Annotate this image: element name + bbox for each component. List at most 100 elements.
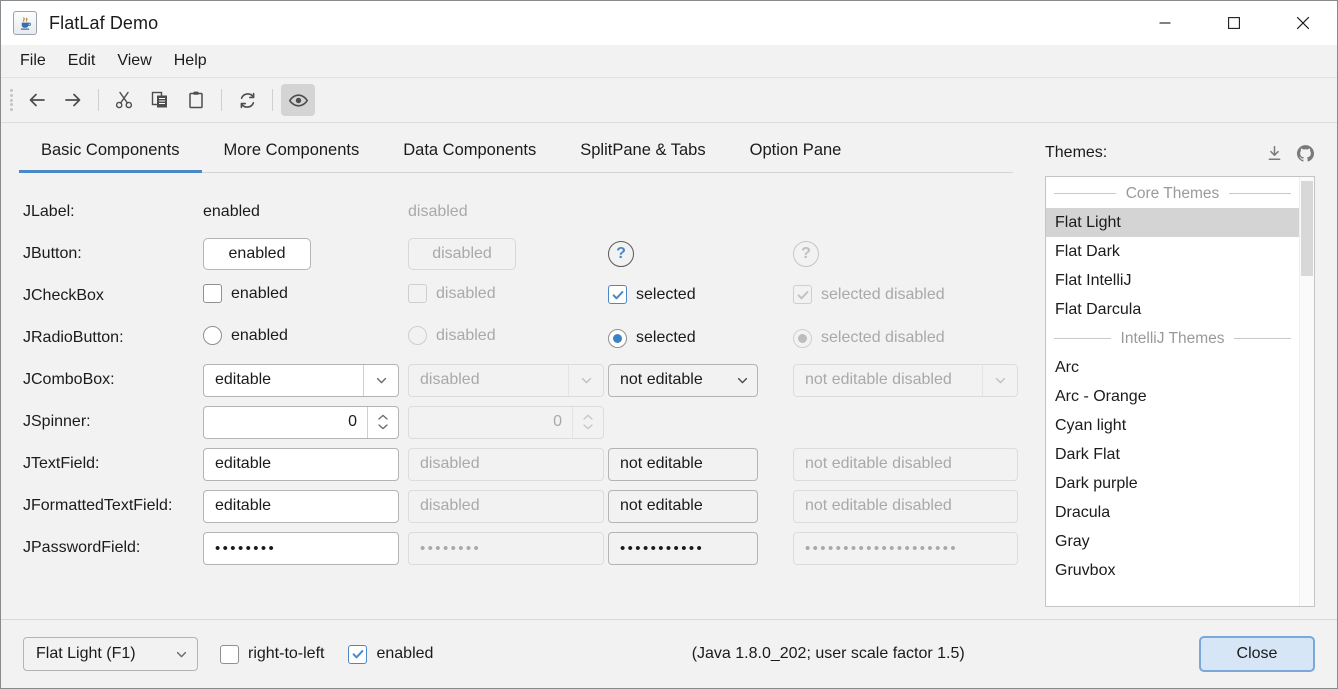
checkbox-selected-disabled: selected disabled [793,285,945,305]
menu-item-file[interactable]: File [20,52,46,69]
theme-item-dark-purple[interactable]: Dark purple [1055,474,1138,492]
radio-selected[interactable]: selected [608,328,696,348]
menu-item-help[interactable]: Help [173,52,207,69]
theme-item-flat-dark[interactable]: Flat Dark [1055,242,1120,260]
radio-circle-icon [203,326,222,345]
passwordfield-editable[interactable]: •••••••• [203,531,399,565]
combobox-editable-value[interactable]: editable [215,371,272,388]
right-to-left-checkbox[interactable]: right-to-left [220,644,325,664]
paste-icon[interactable] [179,84,213,116]
combobox-disabled-value: disabled [420,371,480,388]
checkbox-enabled[interactable]: enabled [203,284,288,303]
chevron-down-icon[interactable] [363,364,398,396]
combobox-editable[interactable]: editable [203,363,399,397]
passwordfield-disabled: •••••••• [408,531,604,565]
chevron-down-icon[interactable] [727,365,757,396]
chevron-down-icon[interactable] [165,638,197,670]
cut-icon[interactable] [107,84,141,116]
radio-circle-icon [408,326,427,345]
theme-item-gray[interactable]: Gray [1055,532,1090,550]
row-jpasswordfield: JPasswordField: •••••••• •••••••• ••••••… [23,527,1035,569]
theme-item-dark-flat[interactable]: Dark Flat [1055,445,1120,463]
jbutton-enabled[interactable]: enabled [203,238,311,270]
toolbar-separator [98,89,99,111]
theme-item-flat-intellij[interactable]: Flat IntelliJ [1055,271,1132,289]
themes-scrollbar[interactable] [1299,177,1314,606]
textfield-not-editable[interactable]: not editable [608,447,758,481]
menu-bar: File Edit View Help [1,45,1337,78]
themes-list-container: Core Themes Flat Light Flat Dark Flat In… [1045,176,1315,607]
close-button[interactable]: Close [1199,636,1315,672]
formattedtextfield-disabled: disabled [408,489,604,523]
back-icon[interactable] [20,84,54,116]
toolbar [1,78,1337,123]
toolbar-grip[interactable] [7,88,17,112]
combobox-not-editable[interactable]: not editable [608,363,758,397]
themes-list[interactable]: Core Themes Flat Light Flat Dark Flat In… [1046,177,1299,606]
tab-bar: Basic Components More Components Data Co… [1,123,1035,173]
spinner-disabled-value: 0 [553,413,562,430]
checkbox-selected-label: selected [636,285,696,303]
toolbar-separator [272,89,273,111]
github-icon[interactable] [1296,144,1315,163]
components-pane: Basic Components More Components Data Co… [1,123,1035,619]
refresh-icon[interactable] [230,84,264,116]
theme-item-dracula[interactable]: Dracula [1055,503,1111,521]
laf-combobox[interactable]: Flat Light (F1) [23,637,198,671]
formattedtextfield-not-editable[interactable]: not editable [608,489,758,523]
jformattedtextfield-row-label: JFormattedTextField: [23,497,173,514]
download-icon[interactable] [1265,144,1284,163]
theme-item-flat-darcula[interactable]: Flat Darcula [1055,300,1142,318]
theme-item-gruvbox[interactable]: Gruvbox [1055,561,1116,579]
spinner-enabled-value[interactable]: 0 [348,413,357,430]
window-title: FlatLaf Demo [49,12,159,33]
help-button[interactable]: ? [608,241,634,267]
checkbox-selected[interactable]: selected [608,285,696,305]
tab-data-components[interactable]: Data Components [403,141,537,159]
title-bar: FlatLaf Demo [1,1,1337,45]
radio-selected-disabled-icon [793,328,812,348]
theme-item-flat-light[interactable]: Flat Light [1046,208,1299,237]
menu-item-edit[interactable]: Edit [67,52,96,69]
forward-icon[interactable] [56,84,90,116]
spinner-stepper-icon[interactable] [367,406,398,438]
enabled-label: enabled [376,645,434,662]
themes-title: Themes: [1045,144,1108,161]
theme-item-arc[interactable]: Arc [1055,358,1079,376]
radio-enabled[interactable]: enabled [203,326,288,345]
bottom-bar: Flat Light (F1) right-to-left enabled (J… [1,619,1337,688]
maximize-button[interactable] [1199,1,1268,45]
row-jcheckbox: JCheckBox enabled disabled [23,275,1035,317]
close-window-button[interactable] [1268,1,1337,45]
passwordfield-not-editable[interactable]: ••••••••••• [608,531,758,565]
jpasswordfield-row-label: JPasswordField: [23,539,141,556]
menu-item-view[interactable]: View [117,52,152,69]
copy-icon[interactable] [143,84,177,116]
textfield-editable[interactable]: editable [203,447,399,481]
jradiobutton-row-label: JRadioButton: [23,329,124,346]
minimize-button[interactable] [1130,1,1199,45]
formattedtextfield-editable[interactable]: editable [203,489,399,523]
themes-header: Themes: [1045,139,1315,167]
chevron-down-icon [982,364,1017,396]
spinner-enabled[interactable]: 0 [203,405,399,439]
textfield-not-editable-disabled: not editable disabled [793,447,1018,481]
checkbox-enabled-label: enabled [231,284,288,302]
radio-selected-label: selected [636,329,696,346]
theme-item-arc-orange[interactable]: Arc - Orange [1055,387,1147,405]
theme-item-cyan-light[interactable]: Cyan light [1055,416,1127,434]
radio-selected-disabled-label: selected disabled [821,329,945,346]
tab-splitpane-tabs[interactable]: SplitPane & Tabs [580,141,706,159]
enabled-checkbox[interactable]: enabled [348,644,434,664]
right-to-left-label: right-to-left [248,645,325,662]
eye-icon[interactable] [281,84,315,116]
chevron-down-icon [568,364,603,396]
themes-group-separator: IntelliJ Themes [1046,324,1299,353]
tab-basic-components[interactable]: Basic Components [19,141,202,173]
tab-option-pane[interactable]: Option Pane [749,141,842,159]
themes-scrollbar-thumb[interactable] [1301,181,1313,276]
jtextfield-row-label: JTextField: [23,455,100,472]
tab-more-components[interactable]: More Components [223,141,360,159]
java-coffee-icon [13,11,37,35]
